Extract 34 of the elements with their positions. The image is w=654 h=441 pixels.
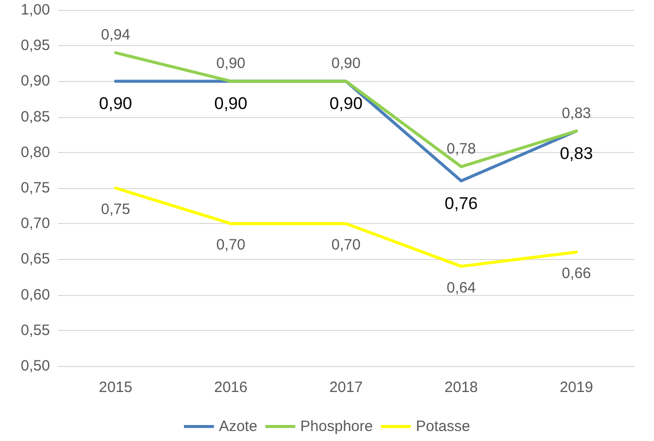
y-tick-label: 0,50 [20,358,50,374]
x-tick-label: 2015 [98,379,132,396]
data-label: 0,64 [446,279,476,296]
data-label: 0,90 [329,94,363,114]
y-tick-label: 0,75 [20,180,50,196]
data-label: 0,90 [331,55,361,72]
data-label: 0,75 [101,201,130,218]
data-label: 0,66 [562,265,591,282]
y-tick-label: 0,90 [20,72,50,90]
data-label: 0,70 [216,236,246,254]
data-label: 0,83 [560,144,593,164]
y-tick-label: 0,65 [20,250,50,268]
data-label: 0,76 [444,194,478,213]
data-label: 0,70 [331,236,361,254]
x-tick-label: 2018 [444,379,478,396]
data-label: 0,78 [446,140,476,158]
legend-label: Azote [218,418,258,435]
data-label: 0,83 [562,105,591,122]
x-tick-label: 2016 [214,379,248,396]
data-label: 0,94 [101,26,130,44]
y-tick-label: 0,95 [20,37,50,54]
x-tick-label: 2019 [560,379,594,396]
y-tick-label: 0,55 [20,322,50,339]
legend-label: Potasse [416,418,470,435]
y-tick-label: 1,00 [20,2,50,18]
y-tick-label: 0,70 [20,215,50,232]
data-label: 0,90 [214,94,248,114]
y-tick-label: 0,60 [20,286,50,304]
y-tick-label: 0,80 [20,144,50,161]
data-label: 0,90 [216,55,246,72]
x-tick-label: 2017 [329,379,363,396]
data-label: 0,90 [99,94,132,114]
legend-label: Phosphore [300,418,373,435]
y-tick-label: 0,85 [20,108,50,126]
